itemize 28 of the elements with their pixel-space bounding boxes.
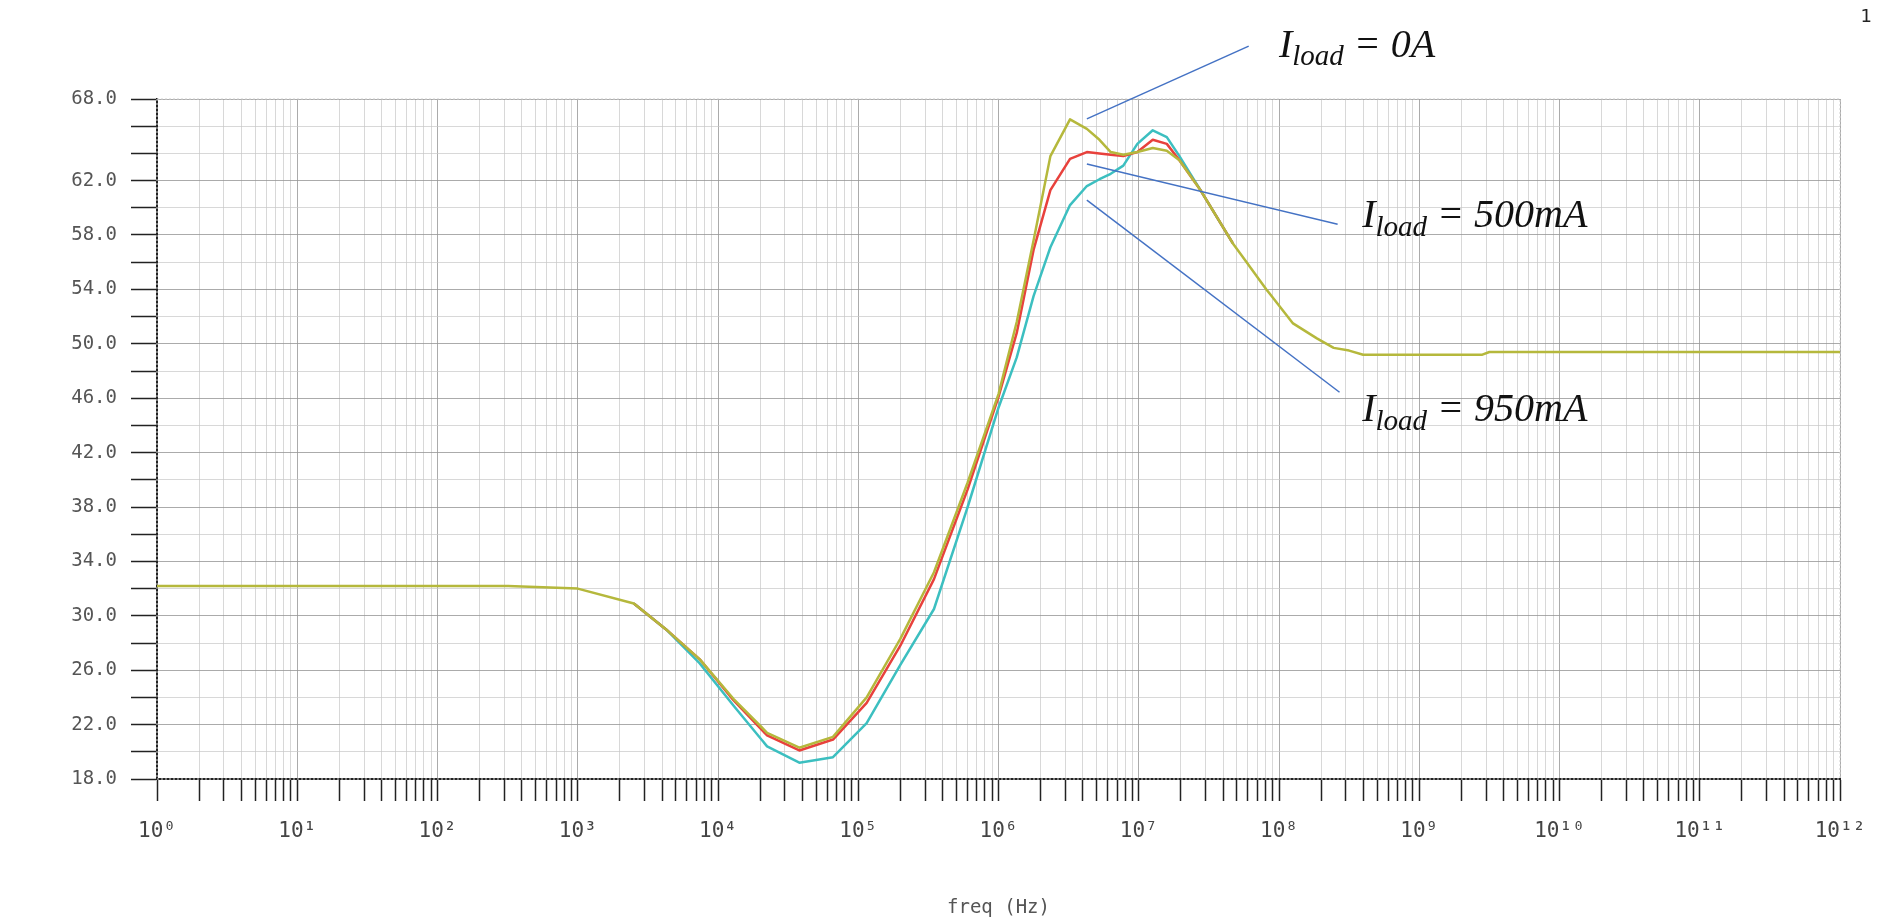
y-tick-label: 62.0 xyxy=(71,167,117,190)
x-tick-label: 10¹ xyxy=(278,818,317,843)
y-tick-label: 22.0 xyxy=(71,711,117,734)
x-tick-label: 10⁵ xyxy=(839,818,878,843)
x-tick-label: 10⁸ xyxy=(1260,818,1298,843)
x-tick-label: 10² xyxy=(418,818,457,843)
y-tick-label: 38.0 xyxy=(71,493,117,516)
y-tick-label: 46.0 xyxy=(71,385,117,408)
x-tick-label: 10⁹ xyxy=(1400,818,1439,843)
y-tick-label: 26.0 xyxy=(71,657,117,680)
x-tick-label: 10¹² xyxy=(1814,818,1866,843)
x-tick-label: 10¹⁰ xyxy=(1534,818,1585,843)
text: 1 xyxy=(1860,4,1872,26)
x-axis-title: freq (Hz) xyxy=(947,894,1050,917)
y-tick-label: 30.0 xyxy=(71,602,117,625)
y-tick-label: 18.0 xyxy=(71,765,117,788)
y-tick-label: 58.0 xyxy=(71,221,117,244)
x-tick-label: 10⁰ xyxy=(138,818,176,843)
y-tick-label: 54.0 xyxy=(71,276,117,299)
x-tick-label: 10¹¹ xyxy=(1674,818,1726,843)
x-tick-label: 10⁴ xyxy=(699,818,737,843)
x-tick-label: 10³ xyxy=(558,818,597,843)
y-tick-label: 34.0 xyxy=(71,548,117,571)
y-tick-label: 50.0 xyxy=(71,330,117,353)
x-tick-label: 10⁷ xyxy=(1119,818,1158,843)
y-tick-label: 68.0 xyxy=(71,85,117,108)
x-tick-label: 10⁶ xyxy=(979,818,1018,843)
y-tick-label: 42.0 xyxy=(71,439,117,462)
